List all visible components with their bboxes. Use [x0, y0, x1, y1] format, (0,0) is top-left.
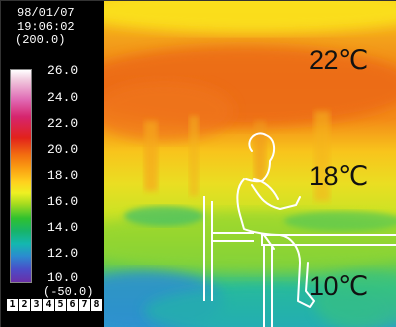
channel-digit: 7 [79, 299, 90, 311]
channel-digit: 4 [43, 299, 54, 311]
scale-tick-12: 12.0 [47, 246, 79, 261]
temperature-label-bottom: 10℃ [309, 271, 368, 301]
scale-tick-16: 16.0 [47, 194, 79, 209]
capture-time: 19:06:02 [17, 20, 75, 34]
channel-digit: 5 [55, 299, 66, 311]
channel-indicator: 1 2 3 4 5 6 7 8 [7, 299, 102, 313]
chair-outline [203, 196, 254, 301]
info-panel: 98/01/07 19:06:02 (200.0) 26.0 24.0 22.0… [1, 1, 104, 327]
scale-tick-24: 24.0 [47, 90, 79, 105]
channel-digit: 8 [91, 299, 102, 311]
scale-tick-18: 18.0 [47, 168, 79, 183]
temperature-range: (200.0) [15, 33, 66, 47]
scale-tick-22: 22.0 [47, 116, 79, 131]
temperature-color-scale [10, 69, 32, 283]
thermal-image: 22℃ 18℃ 10℃ [104, 1, 396, 327]
channel-digit: 3 [31, 299, 42, 311]
scale-tick-10: 10.0 [47, 270, 79, 285]
capture-date: 98/01/07 [17, 6, 75, 20]
thermal-image-svg [104, 1, 396, 327]
scale-tick-20: 20.0 [47, 142, 79, 157]
scale-low-limit: (-50.0) [43, 285, 94, 299]
scale-tick-14: 14.0 [47, 220, 79, 235]
channel-digit: 2 [19, 299, 30, 311]
scale-tick-26: 26.0 [47, 63, 79, 78]
channel-digit: 1 [7, 299, 18, 311]
temperature-label-top: 22℃ [309, 45, 368, 75]
temperature-label-middle: 18℃ [309, 161, 368, 191]
channel-digit: 6 [67, 299, 78, 311]
desk-outline [261, 234, 396, 327]
